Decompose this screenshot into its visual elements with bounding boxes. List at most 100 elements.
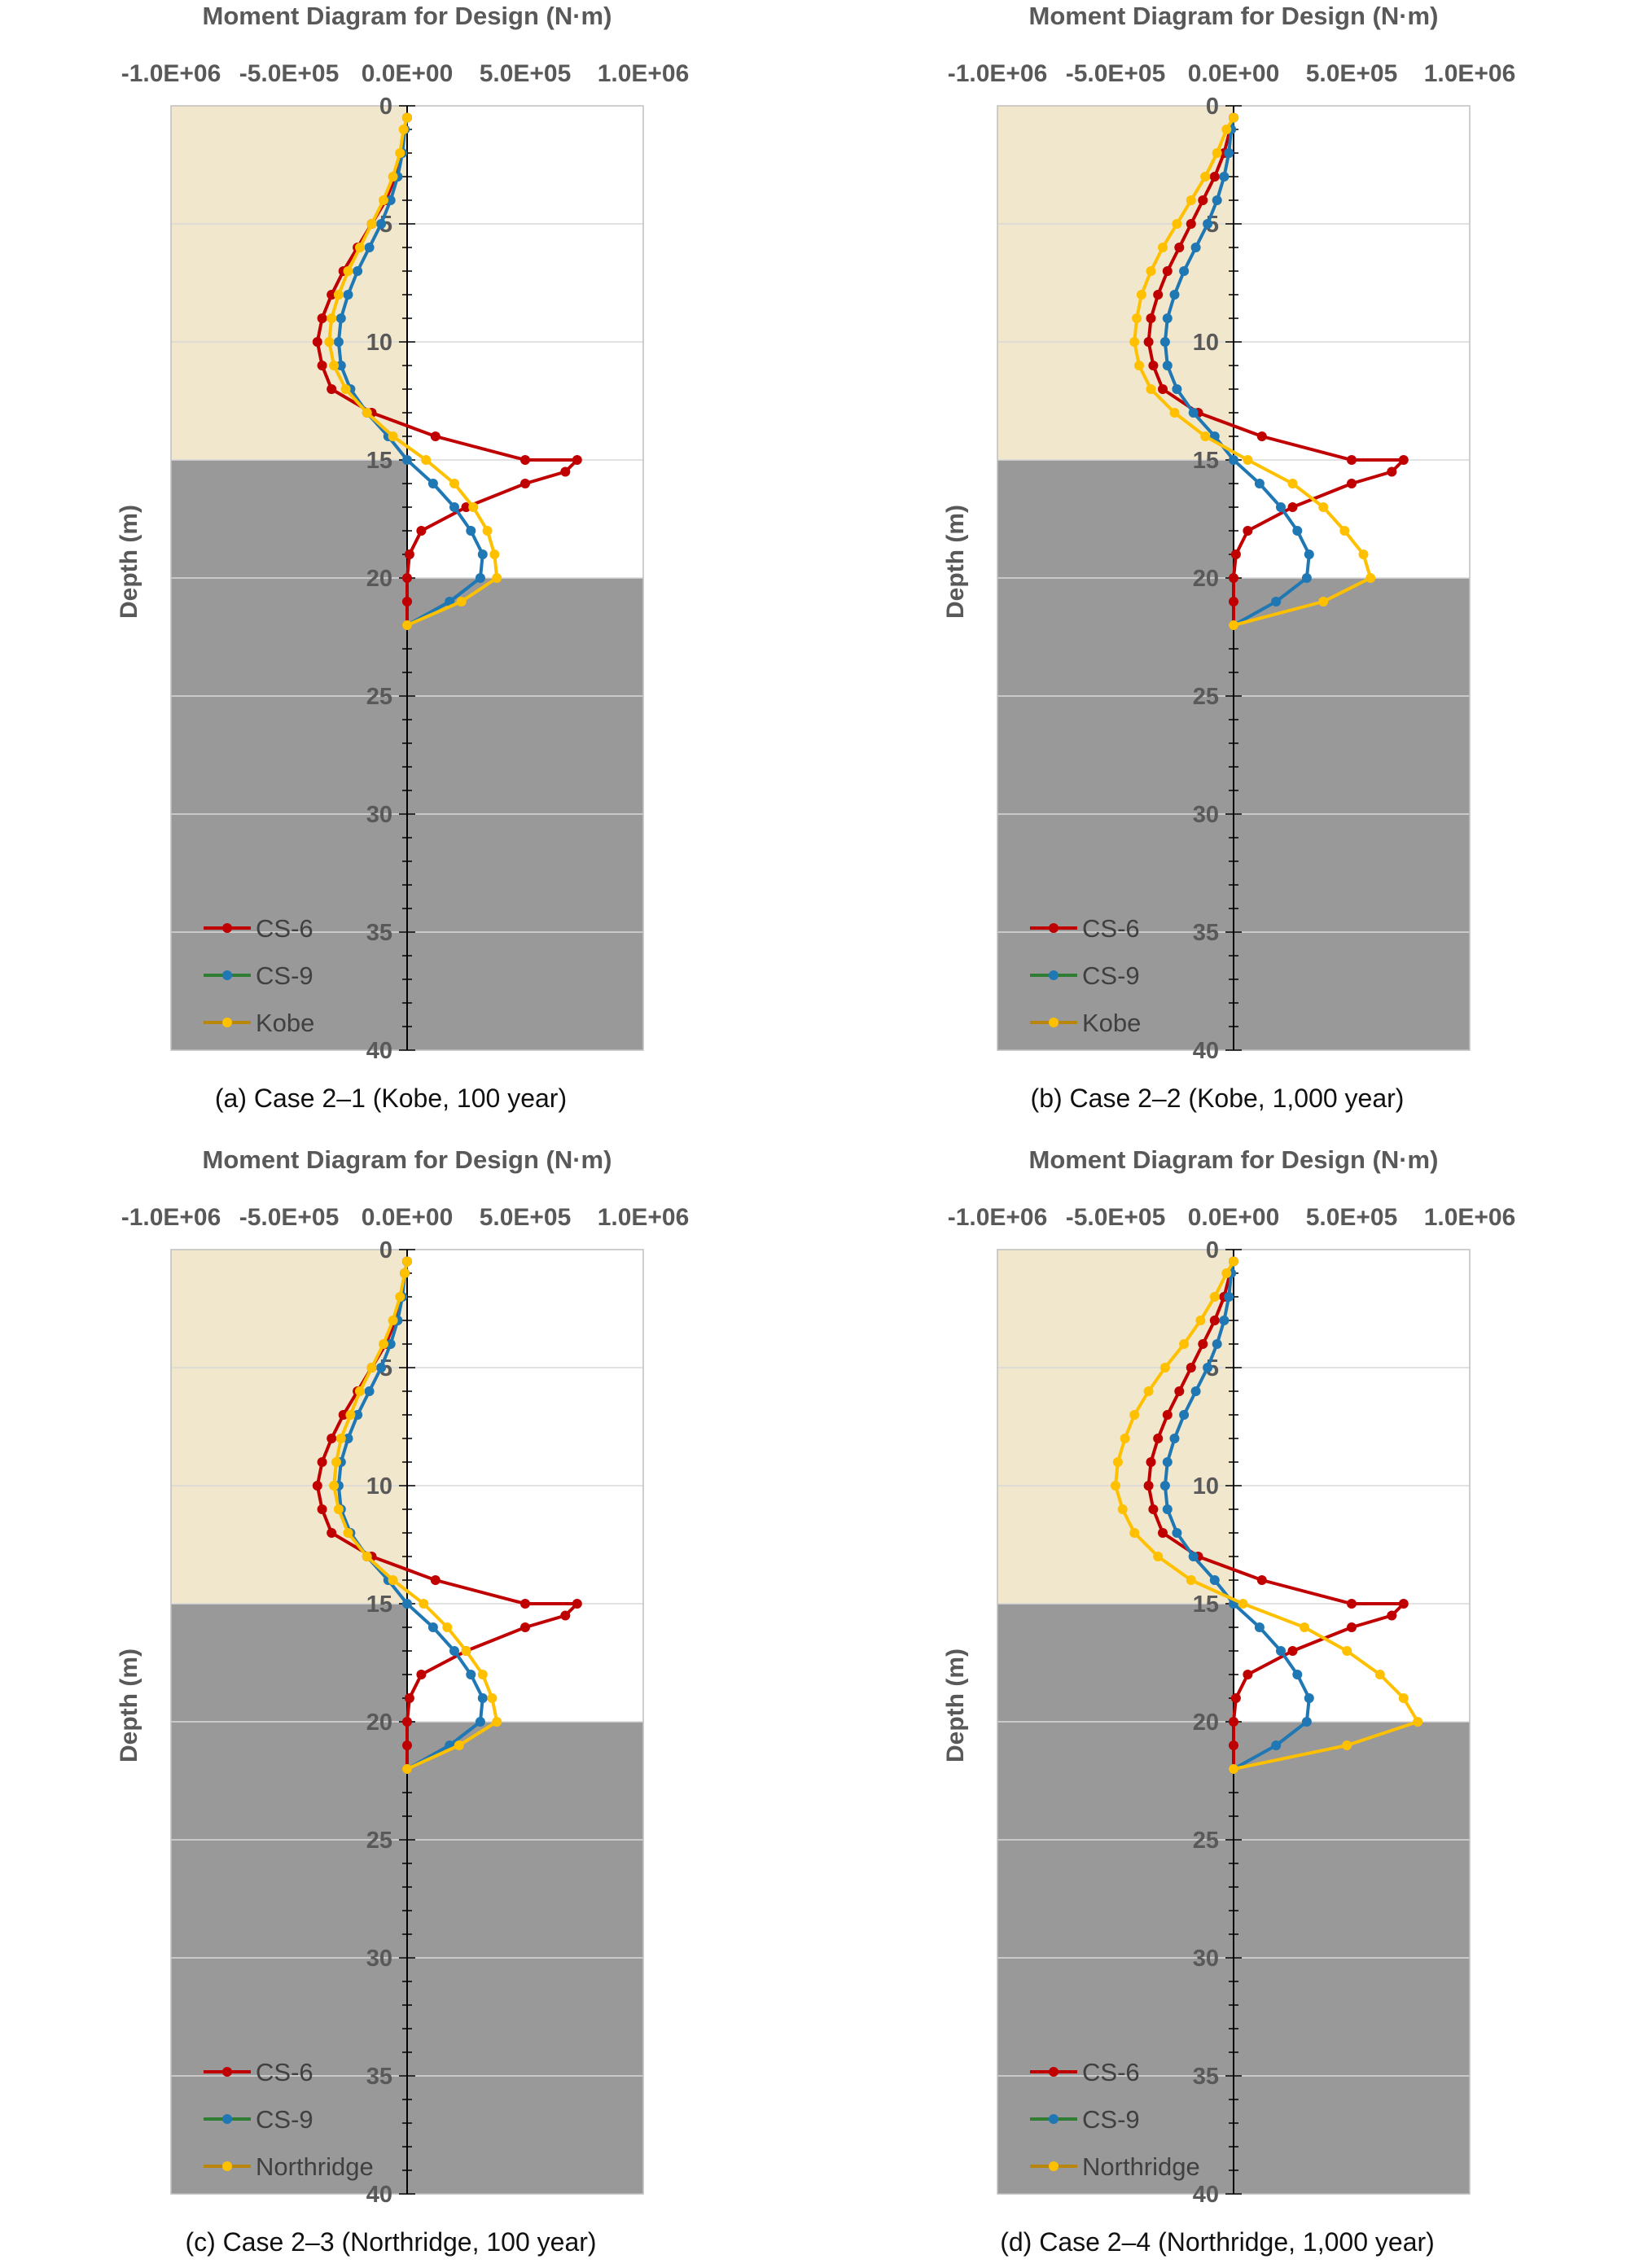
data-point [461, 502, 471, 512]
data-point [1254, 1622, 1265, 1632]
y-tick-label: 10 [1193, 1473, 1219, 1500]
legend-entry: Kobe [1082, 1009, 1141, 1037]
legend-swatch-marker [222, 2067, 232, 2077]
data-point [449, 1646, 459, 1656]
data-point [1342, 1740, 1352, 1750]
data-point [402, 1256, 412, 1267]
data-point [468, 502, 479, 512]
data-point [1212, 195, 1222, 205]
data-point [327, 1528, 337, 1538]
data-point [1238, 1599, 1248, 1609]
data-point [1146, 384, 1156, 394]
x-tick-label: 0.0E+00 [1188, 60, 1280, 87]
data-point [1169, 1434, 1180, 1443]
data-point [338, 1410, 348, 1420]
y-axis-label: Depth (m) [116, 1648, 142, 1762]
data-point [1292, 526, 1303, 536]
chart-title: Moment Diagram for Design (N·m) [1029, 2, 1439, 30]
legend-entry: Northridge [256, 2152, 374, 2181]
data-point [487, 1693, 498, 1703]
y-axis-label: Depth (m) [116, 505, 142, 619]
data-point [1162, 1504, 1173, 1514]
data-point [1229, 1764, 1238, 1774]
y-tick-label: 15 [366, 448, 392, 474]
data-point [1198, 195, 1208, 205]
data-point [1162, 313, 1173, 323]
y-axis-label: Depth (m) [942, 1648, 969, 1762]
data-point [1129, 337, 1140, 347]
data-point [362, 408, 372, 418]
data-point [335, 313, 346, 323]
data-point [1347, 479, 1357, 488]
data-point [1162, 1410, 1173, 1420]
data-point [385, 195, 396, 205]
data-point [477, 1670, 488, 1679]
y-tick-label: 20 [366, 1710, 392, 1736]
y-tick-label: 40 [366, 1038, 392, 1064]
data-point [402, 1764, 412, 1774]
data-point [1209, 1316, 1220, 1325]
data-point [427, 1622, 438, 1632]
soil-layer-upper_soil [997, 1250, 1234, 1604]
legend-swatch-marker [1049, 970, 1059, 980]
x-tick-label: -5.0E+05 [1066, 60, 1166, 87]
data-point [329, 361, 340, 370]
legend: CS-6 CS-9 Northridge [1030, 2058, 1200, 2181]
data-point [1301, 1717, 1312, 1727]
data-point [317, 1457, 327, 1467]
data-point [1179, 266, 1190, 276]
legend-swatch-marker [1049, 2114, 1059, 2124]
legend-swatch-marker [222, 923, 232, 933]
y-tick-label: 15 [1193, 1592, 1219, 1618]
data-point [1358, 549, 1369, 559]
data-point [427, 479, 438, 488]
series-kobe [1129, 112, 1376, 630]
soil-layer-upper_soil [997, 106, 1234, 460]
x-tick-label: 1.0E+06 [1424, 1204, 1516, 1231]
data-point [1143, 1386, 1154, 1396]
data-point [1129, 1410, 1140, 1420]
data-point [477, 1693, 488, 1703]
data-point [416, 1670, 427, 1679]
legend-entry: CS-6 [1082, 914, 1140, 943]
data-point [1256, 431, 1267, 441]
data-point [520, 479, 530, 488]
data-point [1146, 313, 1156, 323]
data-point [1212, 1339, 1222, 1349]
data-point [1229, 1256, 1238, 1267]
data-point [1179, 1410, 1190, 1420]
data-point [353, 1410, 363, 1420]
data-point [1146, 1457, 1156, 1467]
data-point [343, 1528, 353, 1538]
chart-title: Moment Diagram for Design (N·m) [203, 1145, 612, 1174]
data-point [1209, 1575, 1220, 1585]
data-point [404, 549, 414, 559]
y-tick-label: 20 [366, 566, 392, 592]
legend-swatch-marker [1049, 923, 1059, 933]
series-cs-6 [1143, 112, 1409, 630]
legend-entry: CS-9 [1082, 2105, 1140, 2134]
data-point [492, 1717, 502, 1727]
y-tick-label: 20 [1193, 566, 1219, 592]
data-point [1186, 195, 1196, 205]
data-point [1276, 1646, 1286, 1656]
data-point [416, 526, 427, 536]
data-point [1162, 361, 1173, 370]
data-point [1132, 313, 1142, 323]
data-point [1190, 1386, 1201, 1396]
data-point [1387, 466, 1397, 477]
data-point [1148, 361, 1159, 370]
data-point [1276, 502, 1286, 512]
data-point [1387, 1610, 1397, 1621]
data-point [1219, 1316, 1230, 1325]
data-point [1271, 597, 1282, 606]
data-point [1172, 219, 1182, 229]
y-tick-label: 35 [1193, 2064, 1219, 2090]
data-point [333, 290, 344, 300]
data-point [402, 455, 412, 465]
data-point [1398, 1599, 1409, 1609]
data-point [1209, 1292, 1220, 1302]
y-tick-label: 0 [1206, 94, 1219, 120]
figure-caption: (d) Case 2–4 (Northridge, 1,000 year) [1000, 2227, 1435, 2257]
